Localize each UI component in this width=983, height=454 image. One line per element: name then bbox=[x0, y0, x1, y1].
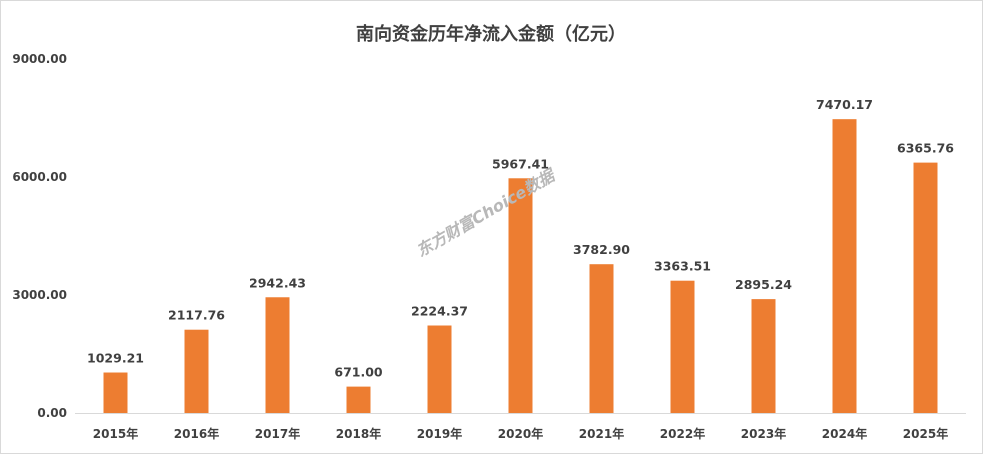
data-label: 3782.90 bbox=[573, 242, 630, 257]
bar bbox=[184, 329, 209, 413]
bar bbox=[103, 372, 128, 413]
data-label: 7470.17 bbox=[816, 97, 873, 112]
x-tick-label: 2025年 bbox=[903, 426, 948, 441]
y-tick-label: 3000.00 bbox=[12, 288, 67, 302]
x-tick-label: 2017年 bbox=[255, 426, 300, 441]
bar bbox=[670, 280, 695, 413]
bar bbox=[508, 178, 533, 413]
x-tick-label: 2015年 bbox=[93, 426, 138, 441]
data-label: 671.00 bbox=[334, 365, 383, 380]
x-tick-label: 2022年 bbox=[660, 426, 705, 441]
data-label: 2942.43 bbox=[249, 275, 306, 290]
data-labels: 1029.21 2117.76 2942.43 671.00 2224.37 5967.4… bbox=[87, 97, 954, 379]
bars bbox=[103, 119, 938, 414]
bar bbox=[346, 386, 371, 413]
data-label: 2895.24 bbox=[735, 277, 792, 292]
y-tick-label: 9000.00 bbox=[12, 52, 67, 66]
data-label: 2224.37 bbox=[411, 304, 468, 319]
data-label: 5967.41 bbox=[492, 156, 549, 171]
x-tick-label: 2019年 bbox=[417, 426, 462, 441]
bar bbox=[751, 299, 776, 413]
y-axis: 0.00 3000.00 6000.00 9000.00 bbox=[12, 52, 67, 420]
bar bbox=[265, 297, 290, 413]
y-tick-label: 0.00 bbox=[37, 406, 67, 420]
x-tick-label: 2016年 bbox=[174, 426, 219, 441]
bar bbox=[913, 162, 938, 413]
bar bbox=[427, 325, 452, 413]
x-tick-label: 2023年 bbox=[741, 426, 786, 441]
bar bbox=[589, 264, 614, 413]
data-label: 6365.76 bbox=[897, 141, 954, 156]
data-label: 1029.21 bbox=[87, 351, 144, 366]
x-axis: 2015年 2016年 2017年 2018年 2019年 2020年 2021年 2022年… bbox=[75, 413, 966, 441]
x-tick-label: 2021年 bbox=[579, 426, 624, 441]
x-tick-label: 2018年 bbox=[336, 426, 381, 441]
y-tick-label: 6000.00 bbox=[12, 170, 67, 184]
x-tick-label: 2020年 bbox=[498, 426, 543, 441]
bar bbox=[832, 119, 857, 414]
chart-title: 南向资金历年净流入金额（亿元） bbox=[356, 23, 626, 45]
data-label: 2117.76 bbox=[168, 308, 225, 323]
data-label: 3363.51 bbox=[654, 259, 711, 274]
x-tick-label: 2024年 bbox=[822, 426, 867, 441]
